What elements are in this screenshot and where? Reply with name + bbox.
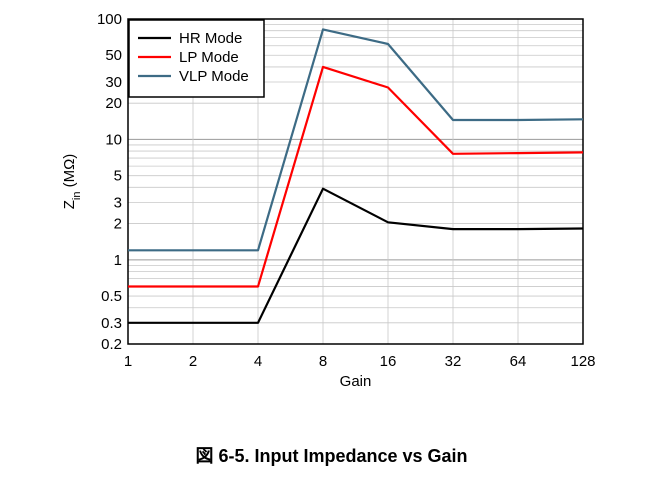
- y-axis-label-main: Z: [61, 200, 78, 209]
- x-tick-label: 16: [380, 353, 397, 370]
- y-axis-ticks: 0.2 0.3 0.5 1 2 3 5 10 20 30 50 100: [97, 11, 122, 353]
- y-tick-label: 0.2: [101, 336, 122, 353]
- legend-label-lp-mode: LP Mode: [179, 49, 239, 66]
- svg-text:Zin (MΩ): Zin (MΩ): [61, 154, 83, 210]
- y-tick-label: 30: [105, 74, 122, 91]
- x-tick-label: 4: [254, 353, 262, 370]
- x-tick-label: 64: [510, 353, 527, 370]
- x-tick-label: 2: [189, 353, 197, 370]
- series-line-vlp-mode: [128, 28, 584, 252]
- x-tick-label: 8: [319, 353, 327, 370]
- y-tick-label: 1: [114, 252, 122, 269]
- figure-caption: 図 6-5. Input Impedance vs Gain: [195, 446, 468, 466]
- legend-box: [128, 19, 265, 98]
- y-tick-label: 0.3: [101, 315, 122, 332]
- x-tick-label: 128: [570, 353, 595, 370]
- legend-label-vlp-mode: VLP Mode: [179, 68, 249, 85]
- y-tick-label: 0.5: [101, 288, 122, 305]
- y-tick-label: 2: [114, 216, 122, 233]
- y-tick-label: 10: [105, 131, 122, 148]
- legend: HR Mode LP Mode VLP Mode: [128, 19, 265, 98]
- plot-area: [127, 18, 584, 345]
- x-tick-label: 1: [124, 353, 132, 370]
- y-tick-label: 3: [114, 194, 122, 211]
- legend-label-hr-mode: HR Mode: [179, 30, 242, 47]
- y-tick-label: 50: [105, 47, 122, 64]
- y-tick-label: 5: [114, 168, 122, 185]
- y-axis-label-subscript: in: [71, 192, 83, 201]
- x-axis-label: Gain: [340, 373, 372, 390]
- y-axis-label: Zin (MΩ): [61, 154, 83, 210]
- y-axis-label-unit: (MΩ): [61, 154, 78, 192]
- y-tick-label: 100: [97, 11, 122, 28]
- series-line-lp-mode: [128, 65, 584, 288]
- x-tick-label: 32: [445, 353, 462, 370]
- y-tick-label: 20: [105, 95, 122, 112]
- series-line-hr-mode: [128, 187, 584, 324]
- series-lines: [127, 28, 584, 324]
- x-axis-ticks: 1 2 4 8 16 32 64 128: [124, 353, 596, 370]
- grid-minor: [128, 24, 583, 345]
